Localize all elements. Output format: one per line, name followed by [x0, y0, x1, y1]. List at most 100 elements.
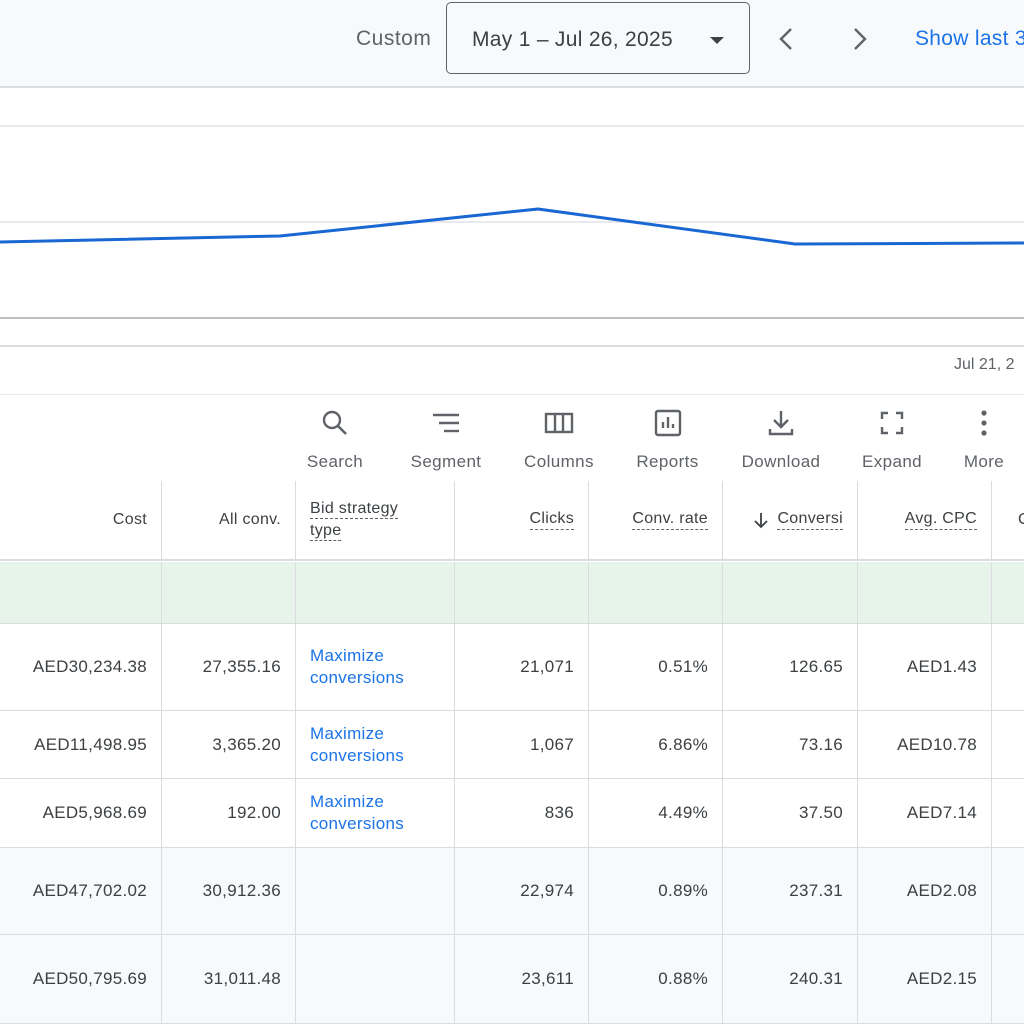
table-cell	[858, 562, 992, 623]
reports-icon	[654, 409, 681, 437]
header-label: Conv. rate	[632, 510, 708, 530]
show-last-link[interactable]: Show last 3	[915, 27, 1024, 50]
date-range-select[interactable]: May 1 – Jul 26, 2025	[446, 2, 750, 74]
previous-period-button[interactable]	[770, 22, 804, 56]
conversions-cell: 73.16	[723, 711, 858, 778]
chevron-left-icon	[779, 28, 792, 50]
header-label: Cost	[112, 511, 147, 528]
table-cell	[296, 935, 455, 1023]
columns-label: Columns	[524, 452, 594, 471]
table-cell	[0, 562, 162, 623]
table-cell	[992, 624, 1024, 710]
bid-strategy-link[interactable]: Maximize conversions	[296, 624, 455, 710]
chart-canvas	[0, 125, 1024, 347]
column-header-bid-strategy-type[interactable]: Bid strategy type	[296, 481, 455, 559]
columns-icon	[544, 412, 574, 434]
segment-icon	[433, 413, 459, 433]
avg-cpc-cell: AED7.14	[858, 779, 992, 847]
header-label: Clicks	[529, 510, 574, 530]
column-header-clicks[interactable]: Clicks	[455, 481, 589, 559]
table-row-highlight	[0, 562, 1024, 624]
table-header-row: Cost All conv. Bid strategy type Clicks C…	[0, 481, 1024, 561]
column-header-conv-rate[interactable]: Conv. rate	[589, 481, 723, 559]
bid-strategy-line: Maximize	[310, 723, 385, 743]
conv-rate-cell: 0.89%	[589, 848, 723, 934]
search-button[interactable]: Search	[300, 408, 370, 474]
table-cell	[296, 848, 455, 934]
clicks-cell: 22,974	[455, 848, 589, 934]
bid-strategy-link[interactable]: Maximize conversions	[296, 779, 455, 847]
all-conv-cell: 27,355.16	[162, 624, 296, 710]
table-row[interactable]: AED11,498.95 3,365.20 Maximize conversion…	[0, 711, 1024, 779]
cost-cell: AED5,968.69	[0, 779, 162, 847]
conversions-cell: 126.65	[723, 624, 858, 710]
avg-cpc-cell: AED2.15	[858, 935, 992, 1023]
table-cell	[992, 848, 1024, 934]
column-header-conversions[interactable]: Conversi	[723, 481, 858, 559]
performance-chart	[0, 90, 1024, 348]
header-label: Avg. CPC	[904, 510, 977, 530]
next-period-button[interactable]	[842, 22, 876, 56]
bid-strategy-text: Maximize conversions	[310, 645, 404, 689]
conv-rate-cell: 0.51%	[589, 624, 723, 710]
summary-row: AED47,702.02 30,912.36 22,974 0.89% 237.…	[0, 848, 1024, 935]
table-cell	[589, 562, 723, 623]
bid-strategy-link[interactable]: Maximize conversions	[296, 711, 455, 778]
clicks-cell: 1,067	[455, 711, 589, 778]
table-cell	[992, 711, 1024, 778]
download-icon	[768, 411, 794, 436]
clicks-cell: 23,611	[455, 935, 589, 1023]
header-label: Bid strategy type	[310, 498, 399, 542]
cost-cell: AED50,795.69	[0, 935, 162, 1023]
segment-label: Segment	[410, 452, 482, 471]
dropdown-caret-icon	[710, 37, 724, 44]
table-cell	[723, 562, 858, 623]
conversions-cell: 240.31	[723, 935, 858, 1023]
table-row[interactable]: AED30,234.38 27,355.16 Maximize conversio…	[0, 624, 1024, 711]
avg-cpc-cell: AED1.43	[858, 624, 992, 710]
more-label: More	[963, 452, 1005, 471]
reports-label: Reports	[636, 452, 699, 471]
date-range-value: May 1 – Jul 26, 2025	[472, 28, 673, 51]
header-label-line: type	[310, 522, 342, 541]
summary-row: AED50,795.69 31,011.48 23,611 0.88% 240.…	[0, 935, 1024, 1024]
more-button[interactable]: More	[958, 408, 1010, 474]
x-axis-tick: Jul 21, 2	[954, 356, 1015, 373]
table-cell	[992, 779, 1024, 847]
cost-cell: AED11,498.95	[0, 711, 162, 778]
download-label: Download	[741, 452, 821, 471]
column-header-cost[interactable]: Cost	[0, 481, 162, 559]
bid-strategy-line: conversions	[310, 668, 405, 687]
bid-strategy-line: conversions	[310, 814, 405, 833]
header-label: All conv.	[219, 511, 281, 528]
column-header-avg-cpc[interactable]: Avg. CPC	[858, 481, 992, 559]
columns-button[interactable]: Columns	[518, 408, 600, 474]
avg-cpc-cell: AED10.78	[858, 711, 992, 778]
bid-strategy-text: Maximize conversions	[310, 723, 404, 767]
bid-strategy-text: Maximize conversions	[310, 791, 404, 835]
column-header-all-conv[interactable]: All conv.	[162, 481, 296, 559]
fullscreen-icon	[880, 411, 904, 435]
divider	[0, 394, 1024, 395]
table-row[interactable]: AED5,968.69 192.00 Maximize conversions 8…	[0, 779, 1024, 848]
segment-button[interactable]: Segment	[405, 408, 487, 474]
download-button[interactable]: Download	[736, 408, 826, 474]
custom-label: Custom	[356, 27, 432, 50]
chevron-right-icon	[854, 28, 867, 50]
reports-button[interactable]: Reports	[630, 408, 705, 474]
conv-rate-cell: 6.86%	[589, 711, 723, 778]
more-vert-icon	[981, 410, 987, 436]
sort-descending-icon	[754, 513, 769, 529]
bid-strategy-line: Maximize	[310, 792, 385, 811]
expand-label: Expand	[861, 452, 923, 471]
cost-cell: AED30,234.38	[0, 624, 162, 710]
all-conv-cell: 3,365.20	[162, 711, 296, 778]
search-icon	[322, 410, 347, 435]
table-cell	[992, 562, 1024, 623]
bid-strategy-line: conversions	[310, 745, 405, 765]
conv-rate-cell: 4.49%	[589, 779, 723, 847]
header-label: Conversi	[777, 510, 843, 530]
expand-button[interactable]: Expand	[857, 408, 927, 474]
column-header-next[interactable]: C	[992, 481, 1024, 559]
header-label-line: Bid strategy	[310, 500, 399, 519]
